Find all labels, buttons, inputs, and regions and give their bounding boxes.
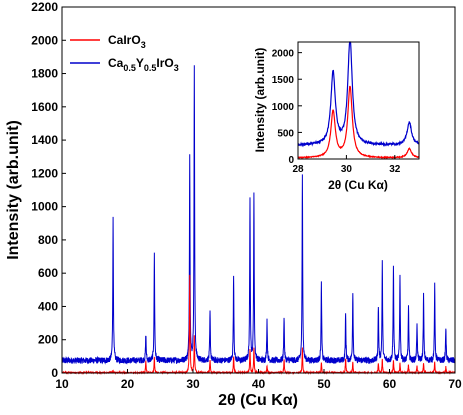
main-x-tick-label: 20 [121,377,135,391]
main-y-tick-label: 600 [38,266,58,280]
inset-y-tick-label: 2000 [272,49,295,60]
main-y-tick-label: 1600 [31,100,58,114]
inset-background [298,42,419,159]
inset-tick-labels: 28 30 32 0 500 1000 1500 2000 [272,49,401,175]
main-y-tick-label: 800 [38,233,58,247]
inset-series-cairo3 [297,85,420,160]
main-y-tick-label: 1800 [31,67,58,81]
inset-y-tick-label: 0 [288,155,294,166]
inset-series-ca05y05iro3 [297,41,420,148]
inset-x-tick-label: 28 [292,164,304,175]
x-axis-label: 2θ (Cu Kα) [218,392,298,409]
main-x-tick-label: 40 [252,377,266,391]
main-y-tick-label: 200 [38,333,58,347]
main-x-tick-label: 10 [55,377,69,391]
inset-x-axis-label: 2θ (Cu Kα) [328,178,388,192]
inset-x-tick-label: 30 [341,164,353,175]
main-y-tick-label: 1400 [31,133,58,147]
main-tick-labels: 10 20 30 40 50 60 70 0 200 400 600 800 1000 1200 1400 1… [31,0,462,391]
inset-series [297,41,420,160]
inset-y-tick-label: 1000 [272,102,295,113]
legend-label-cay-iro3: Ca0.5Y0.5IrO3 [108,56,179,73]
legend-label-caIrO3: CaIrO3 [108,33,146,50]
main-y-tick-label: 400 [38,299,58,313]
main-y-tick-label: 1200 [31,166,58,180]
inset-y-tick-label: 500 [277,128,294,139]
main-y-tick-label: 2200 [31,0,58,14]
inset-x-tick-label: 32 [389,164,401,175]
main-y-tick-label: 2000 [31,33,58,47]
main-x-tick-label: 70 [448,377,462,391]
legend: CaIrO3 Ca0.5Y0.5IrO3 [70,33,179,73]
inset-frame [297,41,420,160]
main-series-ca05y05iro3 [61,65,456,365]
main-x-tick-label: 30 [186,377,200,391]
inset-y-tick-label: 1500 [272,75,295,86]
main-y-tick-label: 1000 [31,200,58,214]
main-y-tick-label: 0 [51,366,58,380]
inset-y-axis-label: Intensity (arb.unit) [253,48,267,153]
inset-plot: 28 30 32 0 500 1000 1500 2000 2θ (Cu Kα) Intens… [253,41,420,192]
main-x-tick-label: 60 [383,377,397,391]
main-plot: 10 20 30 40 50 60 70 0 200 400 600 800 1000 1200 1400 1… [5,0,462,409]
y-axis-label: Intensity (arb.unit) [5,120,22,260]
main-x-tick-label: 50 [317,377,331,391]
